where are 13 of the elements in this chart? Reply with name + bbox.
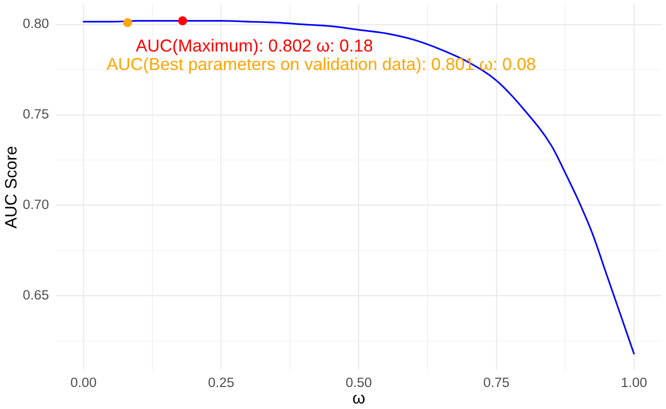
y-tick-label: 0.70 [22,197,49,212]
y-tick-label: 0.65 [22,288,49,303]
x-tick-label: 0.75 [483,374,510,390]
y-axis-title: AUC Score [2,146,20,229]
x-axis-title: ω [352,390,366,408]
y-tick-label: 0.75 [22,106,49,122]
x-tick-label: 0.50 [346,374,372,390]
line-series [82,20,635,355]
x-tick-label: 0.00 [70,374,97,390]
y-tick-label: 0.80 [22,16,49,32]
x-tick-label: 0.25 [208,374,234,390]
annotation: AUC(Maximum): 0.802 ω: 0.18 [136,35,373,56]
x-tick-label: 1.00 [620,374,648,390]
